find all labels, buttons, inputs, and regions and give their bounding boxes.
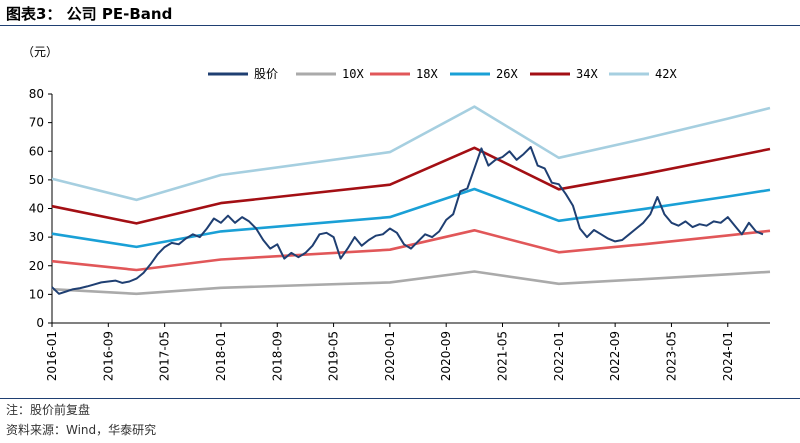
y-tick-label: 50 xyxy=(29,173,44,187)
x-tick-label: 2023-05 xyxy=(664,331,678,381)
x-tick-label: 2016-01 xyxy=(45,331,59,381)
x-tick-label: 2020-09 xyxy=(439,331,453,381)
x-tick-label: 2018-01 xyxy=(214,331,228,381)
series-line-price xyxy=(51,146,764,295)
x-tick-label: 2018-09 xyxy=(270,331,284,381)
x-tick-label: 2016-09 xyxy=(101,331,115,381)
legend-label: 34X xyxy=(576,67,598,81)
y-axis-unit-label: （元） xyxy=(22,45,58,59)
series-line-10x xyxy=(51,270,771,296)
y-tick-label: 20 xyxy=(29,259,44,273)
footnote: 注：股价前复盘 xyxy=(6,403,91,417)
footer-rule xyxy=(0,398,800,399)
legend-item: 42X xyxy=(609,67,677,81)
x-tick-label: 2019-05 xyxy=(327,331,341,381)
x-tick-label: 2022-09 xyxy=(608,331,622,381)
legend-label: 42X xyxy=(655,67,677,81)
x-tick-label: 2020-01 xyxy=(383,331,397,381)
axes: 0 10 20 30 40 50 60 70 80 2016-01 2016-09 2017-05 20… xyxy=(29,87,770,381)
legend-item: 18X xyxy=(370,67,438,81)
series-line-18x xyxy=(51,229,771,272)
legend-item: 股价 xyxy=(208,67,278,81)
series-line-42x xyxy=(51,105,771,202)
series-lines xyxy=(51,105,771,296)
y-tick-label: 80 xyxy=(29,87,44,101)
y-tick-label: 10 xyxy=(29,287,44,301)
legend-item: 26X xyxy=(450,67,518,81)
legend-label: 26X xyxy=(496,67,518,81)
x-tick-label: 2021-05 xyxy=(496,331,510,381)
chart-title: 图表3： 公司 PE-Band xyxy=(6,5,173,23)
y-tick-label: 70 xyxy=(29,116,44,130)
x-tick-label: 2024-01 xyxy=(721,331,735,381)
x-tick-label: 2022-01 xyxy=(552,331,566,381)
legend: 股价 10X 18X 26X 34X 42X xyxy=(208,67,677,81)
series-line-34x xyxy=(51,146,771,225)
x-tick-label: 2017-05 xyxy=(158,331,172,381)
pe-band-chart: （元） 股价 10X 18X 26X 34X 42X 0 10 20 30 40 50 60 70 80 2… xyxy=(22,45,771,381)
title-rule xyxy=(0,25,800,26)
legend-item: 10X xyxy=(296,67,364,81)
series-line-26x xyxy=(51,187,771,249)
y-tick-label: 30 xyxy=(29,230,44,244)
legend-item: 34X xyxy=(530,67,598,81)
legend-label: 18X xyxy=(416,67,438,81)
legend-label: 10X xyxy=(342,67,364,81)
y-tick-label: 40 xyxy=(29,202,44,216)
source-note: 资料来源：Wind，华泰研究 xyxy=(6,423,157,437)
legend-label: 股价 xyxy=(254,67,278,81)
y-tick-label: 60 xyxy=(29,144,44,158)
y-tick-label: 0 xyxy=(36,316,44,330)
